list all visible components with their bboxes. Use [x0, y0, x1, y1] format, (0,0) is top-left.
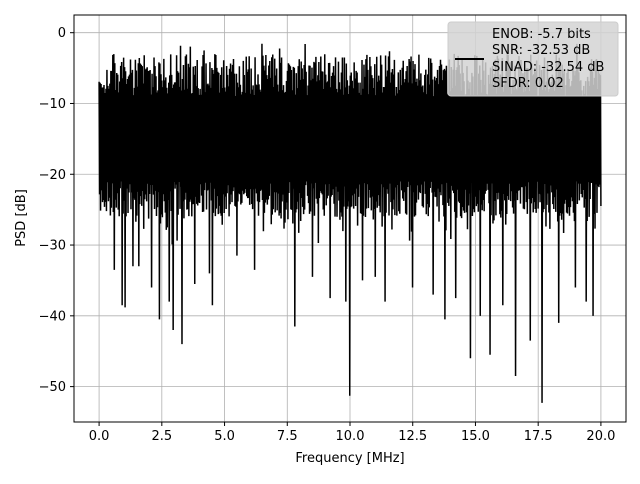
- y-axis-label: PSD [dB]: [14, 189, 29, 247]
- plot-area: [98, 43, 602, 403]
- x-tick-label: 7.5: [277, 429, 298, 444]
- legend-box: [447, 21, 619, 97]
- psd-series-line: [98, 43, 602, 403]
- legend: ENOB: -5.7 bits SNR: -32.53 dB SINAD: -3…: [447, 21, 619, 97]
- x-tick-label: 5.0: [214, 429, 235, 444]
- x-tick-label: 15.0: [461, 429, 490, 444]
- y-tick-label: −20: [39, 168, 66, 183]
- y-tick-label: −30: [39, 239, 66, 254]
- y-tick-label: −10: [39, 97, 66, 112]
- legend-entry-sfdr: SFDR: 0.02: [492, 76, 564, 91]
- y-tick-label: 0: [58, 26, 66, 41]
- legend-entry-snr: SNR: -32.53 dB: [492, 43, 590, 58]
- axis-ticks: 0.0 2.5 5.0 7.5 10.0 12.5 15.0 17.5 20.0 0 −10 −20 −…: [39, 26, 616, 444]
- x-tick-label: 0.0: [89, 429, 110, 444]
- x-axis-label: Frequency [MHz]: [295, 451, 404, 466]
- legend-entry-enob: ENOB: -5.7 bits: [492, 27, 591, 42]
- y-tick-label: −50: [39, 380, 66, 395]
- legend-entry-sinad: SINAD: -32.54 dB: [492, 60, 604, 75]
- x-tick-label: 17.5: [524, 429, 553, 444]
- x-tick-label: 20.0: [586, 429, 615, 444]
- x-tick-label: 2.5: [151, 429, 172, 444]
- x-tick-label: 10.0: [336, 429, 365, 444]
- y-tick-label: −40: [39, 309, 66, 324]
- x-tick-label: 12.5: [398, 429, 427, 444]
